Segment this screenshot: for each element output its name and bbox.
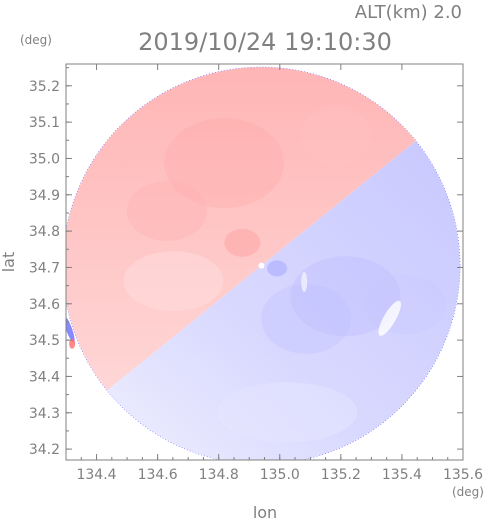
edge-clutter xyxy=(69,338,76,349)
velocity-patch xyxy=(290,256,401,337)
x-tick-label: 135.2 xyxy=(321,467,361,483)
y-tick-label: 35.1 xyxy=(29,115,60,131)
y-tick-label: 34.5 xyxy=(29,333,60,349)
y-tick-label: 34.4 xyxy=(29,369,60,385)
velocity-patch xyxy=(126,181,207,242)
clutter-streak xyxy=(378,300,401,336)
timestamp-title: 2019/10/24 19:10:30 xyxy=(138,28,392,56)
x-axis-ticks: 134.4 134.6 134.8 135.0 135.2 135.4 135.6 xyxy=(65,64,483,483)
y-tick-label: 34.3 xyxy=(29,406,60,422)
x-tick-label: 134.8 xyxy=(199,467,239,483)
x-tick-label: 134.6 xyxy=(138,467,178,483)
y-tick-label: 34.2 xyxy=(29,442,60,458)
approaching-velocity-region xyxy=(66,67,416,391)
velocity-patch xyxy=(164,118,285,209)
radar-site-marker xyxy=(258,262,265,269)
y-tick-label: 35.2 xyxy=(29,79,60,95)
velocity-patch xyxy=(123,251,224,312)
y-axis-unit: (deg) xyxy=(20,33,52,47)
y-tick-label: 34.7 xyxy=(29,260,60,276)
x-tick-label: 135.6 xyxy=(443,467,483,483)
velocity-field xyxy=(66,66,461,460)
altitude-label: ALT(km) 2.0 xyxy=(355,2,462,23)
velocity-patch xyxy=(261,283,352,354)
y-tick-label: 34.9 xyxy=(29,188,60,204)
x-axis-unit: (deg) xyxy=(452,485,484,499)
velocity-patch xyxy=(365,274,446,335)
x-tick-label: 134.4 xyxy=(76,467,116,483)
velocity-patch xyxy=(224,228,261,257)
clutter-streak xyxy=(301,271,308,292)
velocity-patch xyxy=(300,106,371,167)
y-axis-ticks: 34.2 34.3 34.4 34.5 34.6 34.7 34.8 34.9 35.0 35.1… xyxy=(29,67,463,458)
y-tick-label: 34.6 xyxy=(29,297,60,313)
x-tick-label: 135.0 xyxy=(260,467,300,483)
x-tick-label: 135.4 xyxy=(382,467,422,483)
y-tick-label: 34.8 xyxy=(29,224,60,240)
y-axis-label: lat xyxy=(0,252,18,273)
velocity-patch xyxy=(217,382,358,443)
velocity-patch xyxy=(267,260,288,277)
receding-velocity-region xyxy=(107,140,460,460)
y-tick-label: 35.0 xyxy=(29,151,60,167)
x-axis-label: lon xyxy=(253,503,277,521)
